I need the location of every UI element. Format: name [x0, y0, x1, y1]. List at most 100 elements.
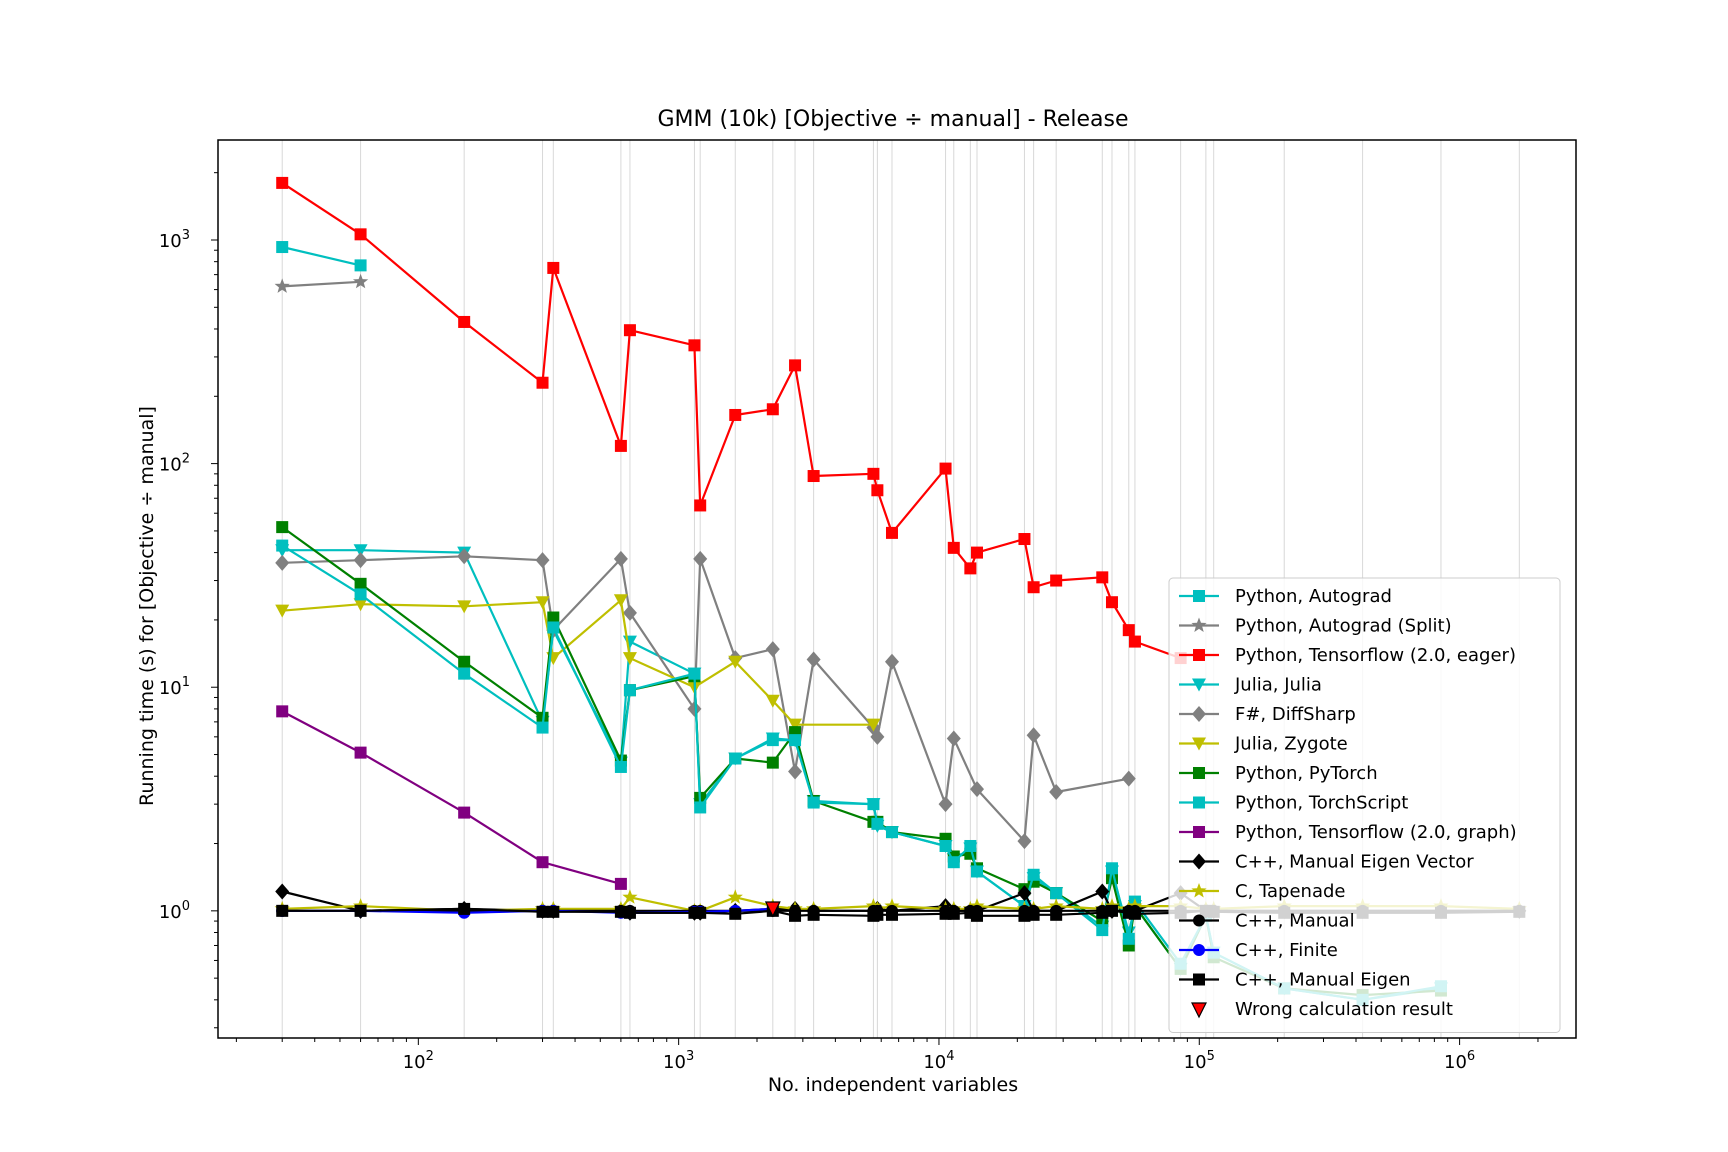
series-0 [276, 241, 367, 272]
data-point [806, 651, 821, 668]
legend-label: Python, Autograd (Split) [1235, 616, 1452, 637]
data-point [614, 877, 627, 890]
data-point [458, 655, 471, 668]
series-line [282, 599, 874, 726]
legend-item: Python, TorchScript [1179, 793, 1408, 814]
chart-title: GMM (10k) [Objective ÷ manual] - Release [657, 107, 1128, 132]
data-point [789, 359, 802, 372]
data-point [457, 600, 472, 614]
data-point [536, 376, 549, 389]
legend-marker [1193, 973, 1205, 986]
series-line [281, 245, 361, 267]
data-point [1128, 635, 1141, 648]
data-point [1105, 862, 1118, 875]
legend-box [1168, 577, 1561, 1033]
legend-label: C++, Manual Eigen Vector [1235, 852, 1474, 873]
legend-item: Python, Tensorflow (2.0, graph) [1179, 822, 1517, 843]
legend-label: Python, TorchScript [1235, 793, 1408, 814]
legend-marker [1193, 796, 1205, 809]
data-point [1050, 574, 1063, 587]
x-tick-label: 103 [663, 1049, 694, 1073]
legend-marker [1191, 617, 1207, 632]
data-point [1027, 868, 1040, 881]
data-point [354, 259, 367, 272]
data-point [766, 403, 779, 416]
data-point [536, 856, 549, 869]
legend-label: C++, Manual [1235, 911, 1355, 932]
data-point [728, 655, 743, 669]
legend-item: Julia, Julia [1179, 675, 1322, 696]
data-point [622, 604, 637, 621]
data-point [547, 611, 560, 624]
data-point [623, 684, 636, 697]
data-point [1017, 885, 1032, 902]
data-point [354, 588, 367, 601]
data-point [964, 839, 977, 852]
data-point [613, 550, 628, 567]
data-point [1050, 908, 1063, 921]
data-point [1050, 887, 1063, 900]
data-point [688, 667, 701, 680]
data-point [535, 596, 550, 610]
data-point [964, 562, 977, 575]
legend-marker [1192, 706, 1206, 722]
data-point [547, 621, 560, 634]
series-line [281, 181, 1181, 660]
data-point [614, 439, 627, 452]
data-point [1105, 596, 1118, 609]
legend-marker [1191, 1002, 1207, 1019]
data-point [274, 278, 290, 293]
data-point [694, 906, 707, 919]
data-point [1096, 924, 1109, 937]
series-8 [276, 705, 627, 890]
data-point [458, 315, 471, 328]
data-point [807, 796, 820, 809]
data-point [971, 865, 984, 878]
data-point [275, 604, 290, 618]
data-point [1121, 770, 1136, 787]
legend-item: C, Tapenade [1179, 881, 1346, 902]
data-point [1049, 783, 1064, 800]
data-point [694, 801, 707, 814]
data-point [1095, 883, 1110, 900]
legend-item: C++, Manual Eigen [1179, 970, 1411, 991]
y-axis-label: Running time (s) for [Objective ÷ manual… [136, 406, 158, 806]
data-point [789, 734, 802, 747]
data-point [765, 641, 780, 658]
data-point [354, 228, 367, 241]
legend-item: C++, Finite [1179, 940, 1338, 961]
data-point [946, 730, 961, 747]
data-point [766, 756, 779, 769]
data-point [694, 499, 707, 512]
data-point [947, 856, 960, 869]
y-tick-label: 102 [159, 452, 190, 476]
data-point [693, 550, 708, 567]
data-point [807, 470, 820, 483]
data-point [729, 752, 742, 765]
data-point [276, 176, 289, 189]
legend-marker [1193, 826, 1205, 838]
data-point [729, 907, 742, 920]
data-point [1122, 932, 1135, 945]
data-point [871, 817, 884, 830]
data-point [622, 889, 638, 904]
legend-marker [1193, 944, 1205, 956]
legend-label: Python, PyTorch [1235, 763, 1378, 784]
data-point [275, 554, 290, 571]
legend-marker [1191, 883, 1207, 898]
data-point [866, 718, 881, 732]
data-point [1027, 908, 1040, 921]
data-point [275, 883, 290, 900]
data-point [1105, 904, 1118, 917]
data-point [867, 467, 880, 480]
data-point [276, 904, 289, 917]
data-point [614, 905, 627, 918]
data-point [766, 734, 779, 747]
legend-label: C++, Manual Eigen [1235, 970, 1411, 991]
data-point [457, 548, 472, 565]
data-point [871, 484, 884, 497]
data-point [458, 806, 471, 819]
x-tick-label: 106 [1444, 1049, 1475, 1073]
data-point [353, 598, 368, 612]
